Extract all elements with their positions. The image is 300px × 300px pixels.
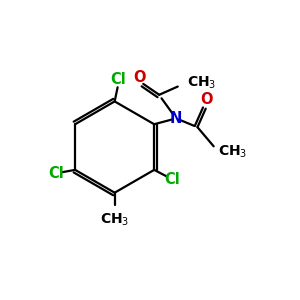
Text: O: O (133, 70, 146, 85)
Text: CH$_3$: CH$_3$ (218, 144, 248, 160)
Text: CH$_3$: CH$_3$ (100, 211, 129, 228)
Text: O: O (200, 92, 213, 107)
Text: Cl: Cl (164, 172, 180, 187)
Text: N: N (169, 111, 182, 126)
Text: CH$_3$: CH$_3$ (187, 75, 217, 91)
Text: Cl: Cl (110, 71, 126, 86)
Text: Cl: Cl (48, 166, 64, 181)
